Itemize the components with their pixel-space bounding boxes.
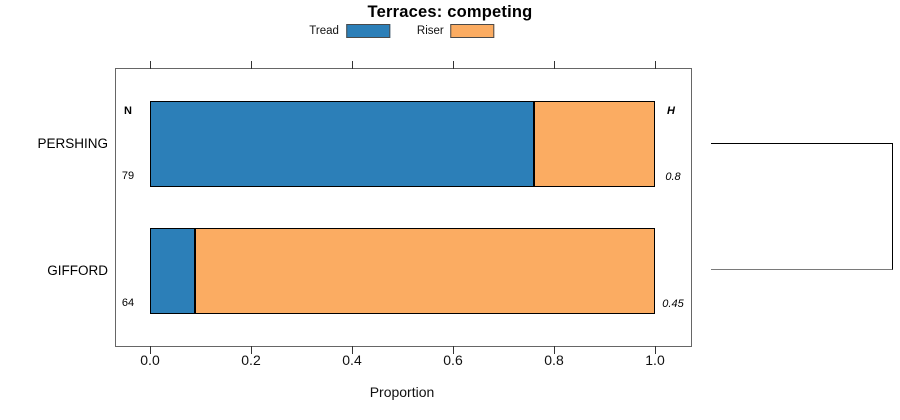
x-tick-top [553,60,555,69]
plot-area-border [115,68,692,347]
x-tick-bottom [351,345,353,354]
x-tick-label: 0.2 [241,352,261,368]
x-tick-bottom [250,345,252,354]
n-value-gifford: 64 [121,296,135,309]
legend-label-tread: Tread [309,25,339,37]
x-tick-bottom [654,345,656,354]
x-tick-top [250,60,252,69]
h-column-header: H [667,105,675,117]
category-label-gifford: GIFFORD [47,262,108,278]
legend-swatch-tread [345,24,390,38]
x-tick-label: 0.0 [140,352,160,368]
x-axis-title: Proportion [369,384,435,400]
bar-segment-riser-gifford [195,227,655,314]
legend-item-tread: Tread [309,24,390,38]
bar-segment-tread-pershing [150,101,534,187]
x-tick-bottom [553,345,555,354]
n-column-header: N [124,105,132,117]
x-tick-label: 0.8 [544,352,564,368]
x-tick-top [149,60,151,69]
chart-title: Terraces: competing [367,3,533,21]
category-label-pershing: PERSHING [37,136,108,151]
x-tick-top [351,60,353,69]
n-value-pershing: 79 [121,170,135,182]
x-tick-label: 1.0 [645,352,665,368]
x-tick-top [654,60,656,69]
h-value-pershing: 0.8 [665,171,681,183]
bar-segment-tread-gifford [150,227,196,314]
h-value-gifford: 0.45 [662,297,684,310]
legend-label-riser: Riser [416,25,444,37]
dendrogram-bracket [711,143,893,270]
legend-item-riser: Riser [417,24,495,38]
x-tick-bottom [452,345,454,354]
x-tick-top [452,60,454,69]
legend-swatch-riser [450,24,495,38]
legend: Tread Riser [309,24,495,38]
x-tick-bottom [149,345,151,354]
bar-segment-riser-pershing [533,101,655,187]
x-tick-label: 0.6 [443,352,463,368]
x-tick-label: 0.4 [342,352,362,368]
